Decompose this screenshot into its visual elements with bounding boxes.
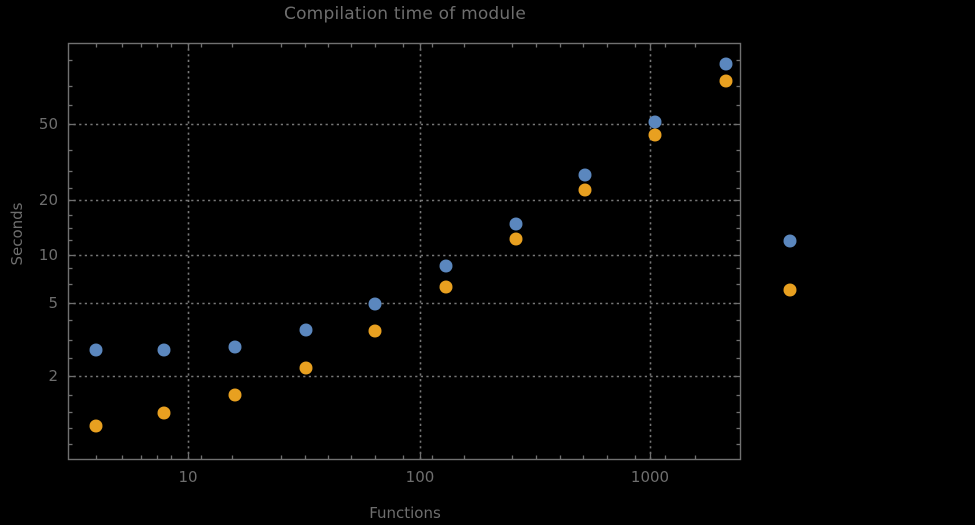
plot-frame [67,42,742,461]
data-point-orange [783,283,797,297]
data-point-orange [719,74,733,88]
data-point-blue [89,343,103,357]
data-point-orange [299,361,313,375]
data-point-orange [89,419,103,433]
data-point-blue [509,217,523,231]
y-axis-label: Seconds [8,202,26,266]
data-point-orange [157,406,171,420]
data-point-blue [578,168,592,182]
data-point-blue [368,297,382,311]
data-point-blue [439,259,453,273]
chart-title: Compilation time of module [284,4,526,24]
data-point-blue [783,234,797,248]
blue-series-markers [89,57,797,357]
data-point-blue [719,57,733,71]
data-point-orange [439,280,453,294]
x-tick-label: 10 [178,468,198,486]
data-point-orange [509,232,523,246]
data-point-blue [157,343,171,357]
gridlines [68,43,740,459]
frame-rect [67,42,742,461]
data-point-orange [578,183,592,197]
data-point-orange [648,128,662,142]
y-tick-label: 2 [48,367,58,385]
y-tick-label: 5 [48,294,58,312]
data-point-blue [299,323,313,337]
data-point-blue [648,115,662,129]
y-tick-label: 50 [38,115,58,133]
y-tick-label: 20 [38,191,58,209]
orange-series-markers [89,74,797,433]
data-point-blue [228,340,242,354]
data-point-orange [228,388,242,402]
data-point-orange [368,324,382,338]
x-axis-label: Functions [369,504,441,522]
x-tick-label: 100 [405,468,435,486]
y-tick-label: 10 [38,246,58,264]
x-tick-label: 1000 [630,468,670,486]
axis-ticks [68,43,741,460]
